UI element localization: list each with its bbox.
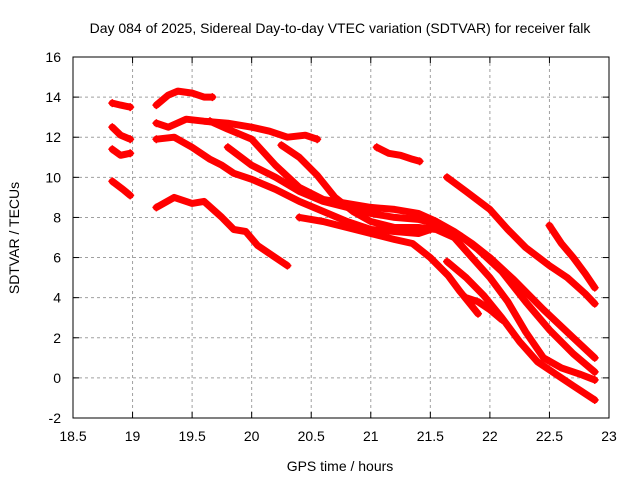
y-axis-ticks: -2 0 2 4 6 8 10 12 14 16 <box>45 49 609 426</box>
plus-marker <box>590 395 599 404</box>
x-tick-label: 21.5 <box>417 428 444 444</box>
y-tick-label: 16 <box>45 49 61 65</box>
series-line <box>295 213 482 318</box>
y-tick-label: 0 <box>53 370 61 386</box>
track-15 <box>443 257 599 404</box>
y-tick-label: 4 <box>53 290 61 306</box>
series-line <box>108 177 134 199</box>
plus-marker <box>590 353 599 362</box>
plus-marker <box>152 135 161 144</box>
x-tick-label: 19 <box>125 428 141 444</box>
plus-marker <box>462 293 471 302</box>
plus-marker <box>152 203 161 212</box>
plus-marker <box>313 135 322 144</box>
x-tick-label: 22.5 <box>536 428 563 444</box>
x-tick-label: 18.5 <box>59 428 86 444</box>
plus-marker <box>108 177 117 186</box>
plus-marker <box>126 135 135 144</box>
track-11 <box>277 141 599 384</box>
track-1 <box>108 99 135 112</box>
track-14 <box>443 173 599 308</box>
track-9 <box>205 117 599 362</box>
plus-marker <box>372 143 381 152</box>
track-13 <box>372 143 424 166</box>
plus-marker <box>443 257 452 266</box>
series-line <box>152 115 321 143</box>
y-tick-label: 6 <box>53 250 61 266</box>
plus-marker <box>295 213 304 222</box>
series-line <box>443 258 599 404</box>
y-tick-label: 14 <box>45 89 61 105</box>
y-tick-label: 10 <box>45 169 61 185</box>
plus-marker <box>108 145 117 154</box>
series-line <box>152 87 216 109</box>
x-tick-label: 20.5 <box>298 428 325 444</box>
plus-marker <box>152 119 161 128</box>
plus-marker <box>205 117 214 126</box>
series-line <box>462 294 506 324</box>
plus-marker <box>223 143 232 152</box>
series-line <box>545 222 599 292</box>
track-4 <box>108 177 135 200</box>
chart-title: Day 084 of 2025, Sidereal Day-to-day VTE… <box>90 20 592 36</box>
track-2 <box>108 123 135 144</box>
plus-marker <box>590 375 599 384</box>
x-tick-label: 20 <box>244 428 260 444</box>
x-tick-label: 23 <box>601 428 617 444</box>
plus-marker <box>590 367 599 376</box>
series-line <box>152 193 291 270</box>
y-tick-label: 8 <box>53 209 61 225</box>
series-line <box>373 143 424 165</box>
grid <box>73 57 609 418</box>
series-line <box>108 145 134 159</box>
y-axis-label: SDTVAR / TECUs <box>6 182 22 294</box>
plus-marker <box>208 93 217 102</box>
plus-marker <box>443 173 452 182</box>
track-16 <box>462 293 506 324</box>
series-group <box>108 87 599 404</box>
series-line <box>206 117 599 362</box>
plus-marker <box>497 315 506 324</box>
track-17 <box>545 221 599 292</box>
plus-marker <box>283 261 292 270</box>
track-10 <box>223 143 599 376</box>
plus-marker <box>108 123 117 132</box>
series-line <box>443 173 599 308</box>
plus-marker <box>545 221 554 230</box>
plus-marker <box>590 283 599 292</box>
x-axis-label: GPS time / hours <box>287 458 394 474</box>
series-line <box>108 123 134 143</box>
plus-marker <box>415 157 424 166</box>
series-line <box>224 143 599 376</box>
track-3 <box>108 145 135 159</box>
y-tick-label: 2 <box>53 330 61 346</box>
y-tick-label: 12 <box>45 129 61 145</box>
plus-marker <box>126 103 135 112</box>
plus-marker <box>126 149 135 158</box>
plus-marker <box>473 309 482 318</box>
track-5 <box>152 87 217 110</box>
plus-marker <box>152 101 161 110</box>
plus-marker <box>126 191 135 200</box>
x-tick-label: 22 <box>482 428 498 444</box>
plus-marker <box>108 99 117 108</box>
series-line <box>277 141 599 384</box>
track-8 <box>152 193 292 270</box>
x-tick-label: 21 <box>363 428 379 444</box>
plus-marker <box>590 299 599 308</box>
plot-frame <box>72 56 610 419</box>
plus-marker <box>277 141 286 150</box>
x-axis-ticks: 18.5 19 19.5 20 20.5 21 21.5 22 22.5 23 <box>59 57 617 444</box>
x-tick-label: 19.5 <box>178 428 205 444</box>
y-tick-label: -2 <box>49 410 62 426</box>
track-6 <box>152 115 322 144</box>
series-line <box>152 133 434 237</box>
track-12 <box>295 213 482 318</box>
